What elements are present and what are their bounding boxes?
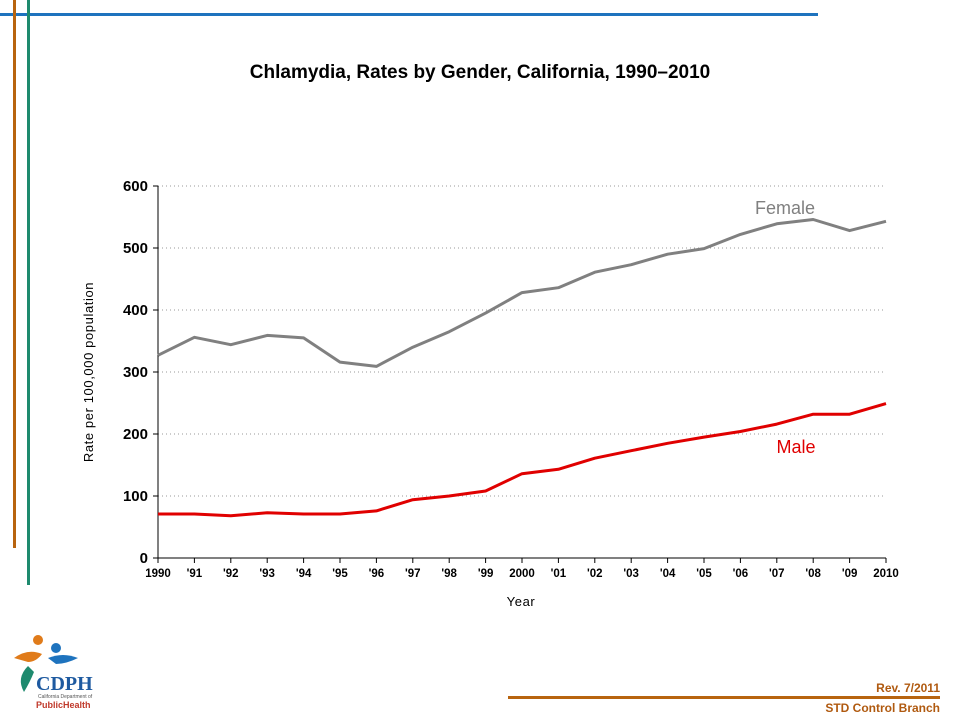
x-tick-label-6: '96 (369, 568, 385, 580)
x-tick-label-11: '01 (551, 568, 567, 580)
logo-figure-head-blue (51, 643, 61, 653)
chart-title: Chlamydia, Rates by Gender, California, … (249, 62, 711, 83)
bottom-orange-rule (508, 696, 940, 699)
cdph-logo: CDPH California Department of PublicHeal… (14, 635, 93, 710)
x-tick-label-17: '07 (769, 568, 785, 580)
logo-figure-head-orange (33, 635, 43, 645)
logo-text-bottom: PublicHealth (36, 700, 91, 710)
x-tick-label-1: '91 (187, 568, 203, 580)
male-series-line (158, 402, 887, 518)
x-tick-label-16: '06 (733, 568, 749, 580)
logo-text-sub: California Department of (38, 694, 93, 700)
x-tick-label-4: '94 (296, 568, 312, 580)
x-tick-label-3: '93 (259, 568, 275, 580)
left-green-rule (27, 0, 30, 585)
x-tick-label-18: '08 (805, 568, 821, 580)
logo-text-main: CDPH (36, 673, 93, 695)
logo-swoosh (20, 666, 34, 692)
revision-label: Rev. 7/2011 (876, 681, 940, 695)
x-tick-label-14: '04 (660, 568, 676, 580)
y-tick-label-400: 400 (123, 302, 148, 319)
y-axis-title: Rate per 100,000 population (81, 282, 96, 462)
left-orange-rule (13, 0, 16, 548)
y-tick-label-500: 500 (123, 240, 148, 257)
gridlines (158, 185, 886, 497)
x-tick-label-10: 2000 (509, 568, 535, 580)
x-tick-labels: 1990 '91 '92 '93 '94 '95 '96 '97 '98 '99 2000 '01 '0… (145, 568, 899, 580)
y-tick-label-100: 100 (123, 488, 148, 505)
branch-label: STD Control Branch (825, 701, 940, 715)
y-tick-labels: 0 100 200 300 400 500 600 (123, 178, 148, 567)
series-lines (157, 218, 887, 518)
x-tick-label-8: '98 (441, 568, 457, 580)
x-tick-label-0: 1990 (145, 568, 171, 580)
x-tick-label-7: '97 (405, 568, 421, 580)
x-tick-label-9: '99 (478, 568, 494, 580)
x-tick-label-12: '02 (587, 568, 603, 580)
axes (153, 185, 887, 563)
female-series-label: Female (755, 198, 815, 218)
x-tick-label-19: '09 (842, 568, 858, 580)
x-tick-label-15: '05 (696, 568, 712, 580)
x-tick-label-2: '92 (223, 568, 239, 580)
top-blue-rule (0, 13, 818, 16)
male-series-label: Male (776, 437, 815, 457)
logo-figure-arm-orange (14, 651, 42, 662)
y-tick-label-0: 0 (140, 550, 148, 567)
x-tick-label-13: '03 (623, 568, 639, 580)
logo-figure-arm-blue (48, 655, 78, 664)
x-tick-label-5: '95 (332, 568, 348, 580)
y-tick-label-200: 200 (123, 426, 148, 443)
x-axis-title: Year (507, 594, 536, 609)
female-series-line (157, 218, 887, 368)
x-tick-label-20: 2010 (873, 568, 899, 580)
y-tick-label-300: 300 (123, 364, 148, 381)
y-tick-label-600: 600 (123, 178, 148, 195)
line-chart: 0 100 200 300 400 500 600 1990 '91 '92 '93 '94 '95 '… (81, 178, 899, 609)
